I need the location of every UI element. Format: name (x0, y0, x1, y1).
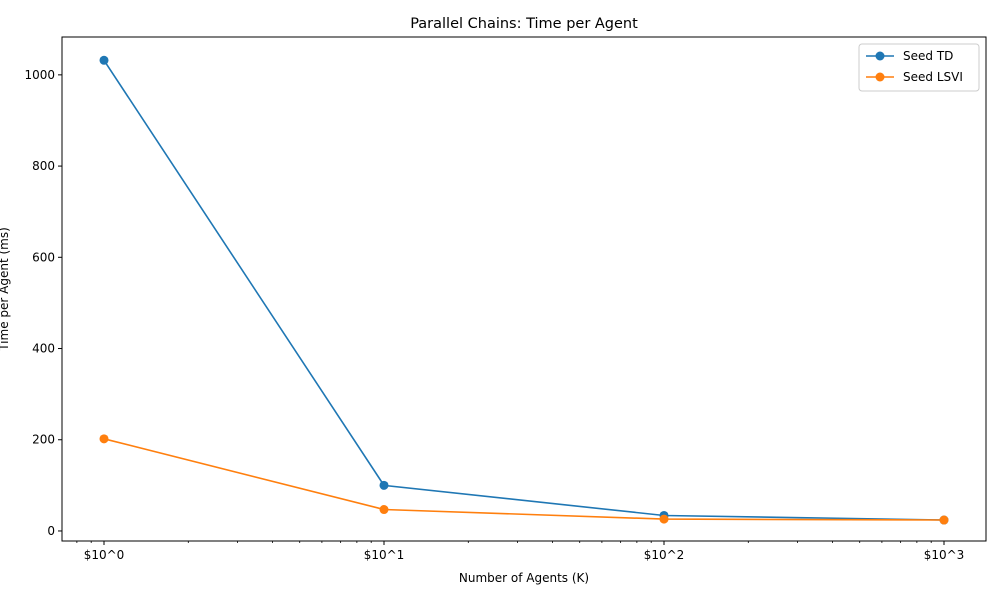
y-tick-label: 0 (47, 524, 55, 538)
x-tick-label: $10^3 (924, 548, 965, 562)
x-tick-label: $10^0 (84, 548, 125, 562)
plot-frame (61, 36, 987, 542)
y-axis-label: Time per Agent (ms) (0, 227, 11, 352)
data-point (99, 55, 109, 65)
data-point (939, 515, 949, 525)
x-tick-label: $10^2 (644, 548, 685, 562)
y-tick-label: 1000 (24, 68, 55, 82)
x-axis: $10^0 $10^1 $10^2 $10^3 (76, 541, 965, 562)
x-tick-label: $10^1 (364, 548, 405, 562)
data-point (659, 514, 669, 524)
legend-label: Seed TD (903, 49, 953, 63)
y-tick-label: 400 (32, 342, 55, 356)
data-point (379, 505, 389, 515)
legend-label: Seed LSVI (903, 70, 963, 84)
x-axis-label: Number of Agents (K) (459, 571, 589, 585)
data-point (379, 480, 389, 490)
series-line (103, 438, 945, 521)
legend-swatch-marker (875, 51, 885, 61)
plot-area (61, 36, 987, 542)
chart-title: Parallel Chains: Time per Agent (410, 16, 638, 32)
legend-swatch-marker (875, 72, 885, 82)
y-axis: 0 200 400 600 800 1000 (24, 68, 62, 538)
data-point (99, 434, 109, 444)
y-tick-label: 200 (32, 433, 55, 447)
y-tick-label: 800 (32, 159, 55, 173)
y-tick-label: 600 (32, 250, 55, 264)
legend: Seed TD Seed LSVI (858, 43, 980, 92)
series-line (103, 59, 945, 521)
series-layer (99, 55, 949, 525)
